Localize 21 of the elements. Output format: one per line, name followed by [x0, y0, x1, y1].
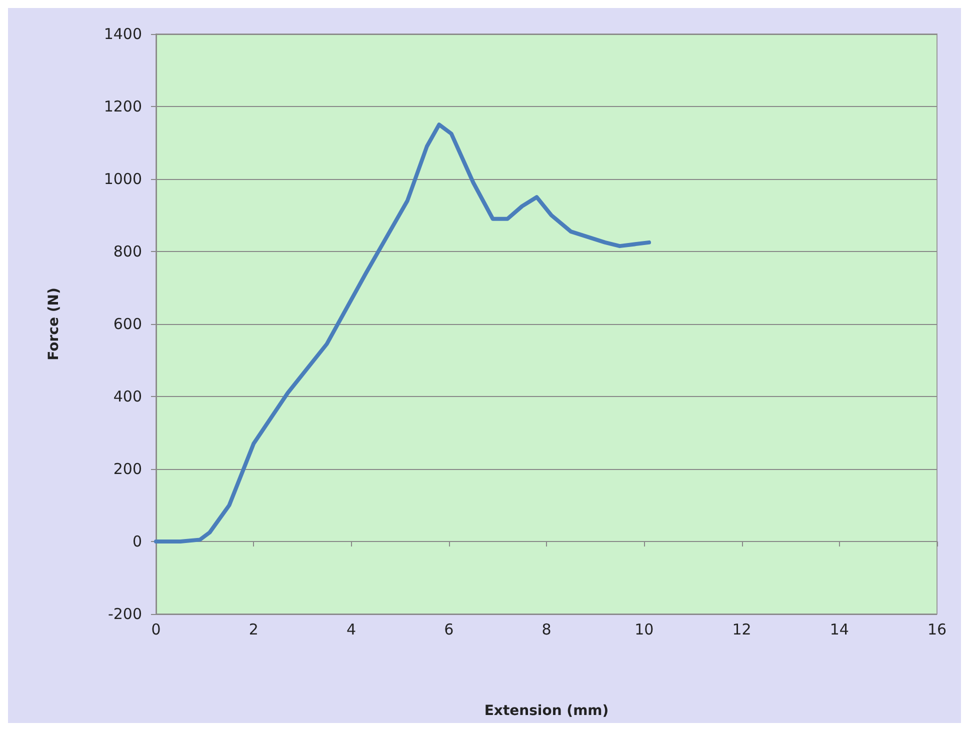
x-tick-label: 4 — [346, 620, 356, 638]
y-tick-label: 400 — [113, 388, 142, 406]
y-axis-title: Force (N) — [46, 288, 62, 360]
y-tick-label: 1000 — [104, 170, 142, 188]
y-tick-label: 1200 — [104, 98, 142, 116]
line-series — [154, 122, 652, 544]
y-tick-label: 800 — [113, 242, 142, 260]
x-tick-label: 6 — [444, 620, 454, 638]
x-tick-label: 14 — [830, 620, 849, 638]
x-axis-title: Extension (mm) — [484, 703, 609, 719]
x-tick-label: 16 — [927, 620, 947, 638]
y-tick-label: 1400 — [104, 25, 142, 43]
y-tick-label: 200 — [113, 460, 142, 478]
x-tick-label: 12 — [732, 620, 752, 638]
y-tick-label: 600 — [113, 315, 142, 333]
x-tick-label: 10 — [634, 620, 654, 638]
x-tick-label: 8 — [542, 620, 552, 638]
y-tick-label: 0 — [132, 532, 142, 550]
x-tick-label: 0 — [151, 620, 161, 638]
y-tick-label: -200 — [108, 605, 142, 623]
x-tick-label: 2 — [248, 620, 258, 638]
